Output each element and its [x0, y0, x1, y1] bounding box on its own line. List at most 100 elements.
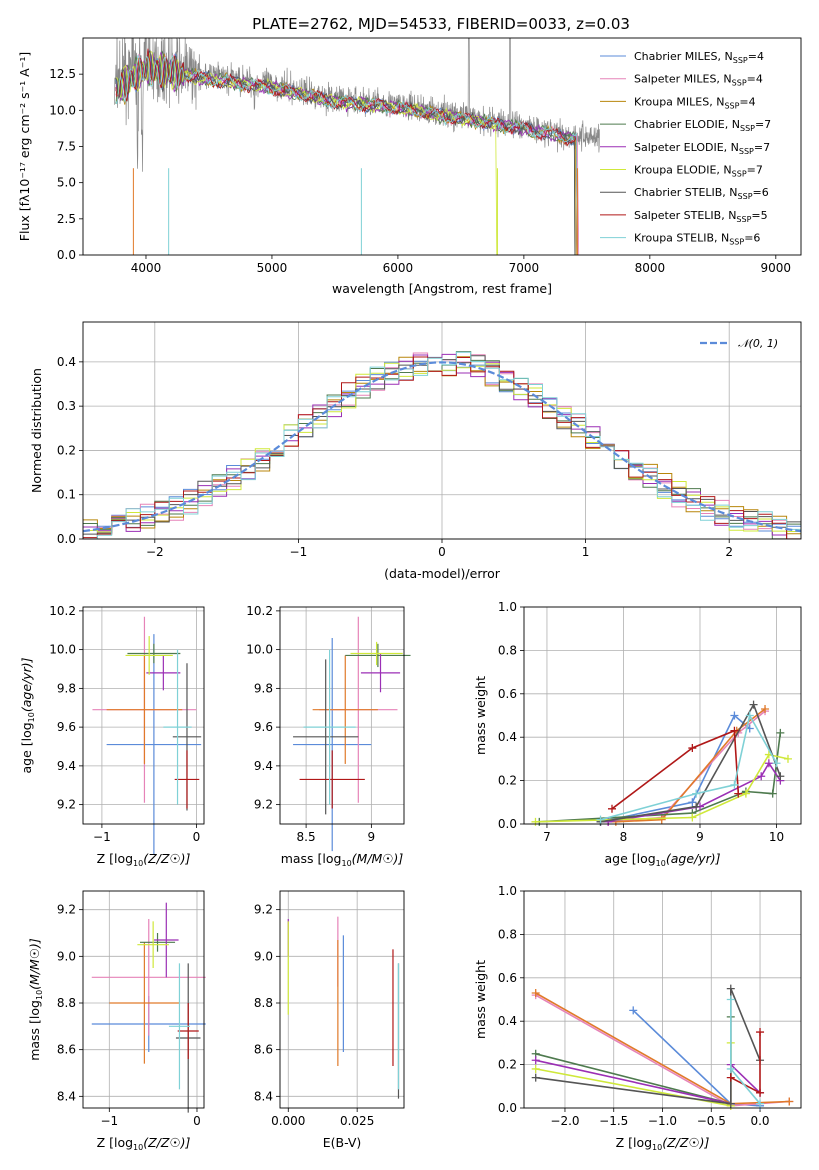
- x-label-sub: 10: [652, 1143, 662, 1152]
- model-spectrum: [115, 50, 498, 255]
- axes-frame: [279, 890, 405, 1109]
- figure-title: PLATE=2762, MJD=54533, FIBERID=0033, z=0…: [252, 15, 630, 33]
- series-marker: [772, 759, 781, 768]
- mass_vs_ebv-panel: 0.000 0.025 8.4 8.6 8.8 9.0 9.2 E(B-V): [254, 890, 405, 1150]
- x-label-sub: 10: [133, 1143, 143, 1152]
- x-label-sub: 10: [341, 859, 351, 868]
- y-axis-label: age [log10(age/yr)]: [19, 657, 36, 773]
- legend-n: =7: [755, 118, 771, 131]
- legend-n: =6: [744, 232, 760, 245]
- y-label-sub: 10: [27, 712, 36, 722]
- series-marker: [756, 1099, 765, 1108]
- x-tick-label: 8000: [635, 261, 666, 275]
- residuals-panel: −2 −1 0 1 2 0.0 0.1 0.2 0.3 0.4 𝒩(0, 1) (data-model…: [29, 321, 802, 581]
- axes-frame: [82, 37, 802, 256]
- x-label-rest: (Z/Z☉)]: [143, 851, 190, 866]
- y-axis-label: mass weight: [473, 960, 488, 1039]
- axes-frame: [279, 606, 405, 825]
- series-marker: [692, 802, 701, 811]
- legend-n: =5: [751, 209, 767, 222]
- legend-sub: SSP: [724, 101, 739, 110]
- legend-sub: SSP: [739, 147, 754, 156]
- legend-entry: Salpeter ELODIE, NSSP=7: [634, 141, 770, 156]
- residual-histogram: [83, 356, 801, 539]
- x-tick-label: 4000: [131, 261, 162, 275]
- x-tick-label: −0.5: [697, 1114, 726, 1128]
- age_vs_Z-panel: −1 0 9.2 9.4 9.6 9.8 10.0 10.2 Z [log10(Z/Z☉)] ag…: [19, 604, 205, 868]
- legend-entry: Chabrier STELIB, NSSP=6: [634, 186, 769, 201]
- legend-entry: Salpeter MILES, NSSP=4: [634, 73, 763, 88]
- y-tick-label: 9.6: [254, 720, 273, 734]
- mass_vs_Z-panel: −1 0 8.4 8.6 8.8 9.0 9.2 Z [log10(Z/Z☉)] mass [l…: [27, 890, 206, 1152]
- x-tick-label: −1: [290, 545, 308, 559]
- x-tick-label: 9: [696, 830, 704, 844]
- series-marker: [785, 1097, 794, 1106]
- x-tick-label: 0.0: [750, 1114, 769, 1128]
- y-tick-label: 9.8: [254, 681, 273, 695]
- x-axis-label: mass [log10(M/M☉)]: [281, 851, 404, 868]
- series-marker: [726, 1099, 735, 1108]
- series-line: [611, 729, 740, 810]
- y-tick-label: 0.2: [57, 443, 76, 457]
- y-tick-label: 10.0: [246, 643, 273, 657]
- y-tick-label: 8.6: [57, 1043, 76, 1057]
- series-marker: [776, 728, 785, 737]
- y-tick-label: 10.2: [49, 604, 76, 618]
- y-axis-label: mass weight: [473, 676, 488, 755]
- x-tick-label: −1: [93, 830, 111, 844]
- residual-histogram: [83, 351, 801, 539]
- legend-n: =4: [748, 50, 764, 63]
- legend-entry: Chabrier MILES, NSSP=4: [634, 50, 764, 65]
- y-tick-label: 12.5: [49, 67, 76, 81]
- axes-frame: [82, 321, 802, 540]
- x-label-rest: (age/yr)]: [666, 851, 721, 866]
- x-axis-label: age [log10(age/yr)]: [604, 851, 720, 868]
- series-marker: [730, 726, 739, 735]
- x-tick-label: 0.000: [271, 1114, 305, 1128]
- y-tick-label: 0.0: [57, 532, 76, 546]
- legend-n: =7: [754, 141, 770, 154]
- legend-sub: SSP: [733, 56, 748, 65]
- y-tick-label: 8.4: [254, 1089, 273, 1103]
- series-marker: [657, 815, 666, 824]
- x-tick-label: 7000: [509, 261, 540, 275]
- x-tick-label: 10: [769, 830, 784, 844]
- legend-sub: SSP: [738, 192, 753, 201]
- series-marker: [688, 813, 697, 822]
- series-line: [535, 988, 761, 1105]
- legend-sub: SSP: [729, 238, 744, 247]
- series-marker: [629, 1006, 638, 1015]
- y-axis-label: Flux [fλ10⁻¹⁷ erg cm⁻² s⁻¹ A⁻¹]: [17, 52, 32, 241]
- axes-frame: [82, 606, 205, 825]
- y-tick-label: 10.2: [246, 604, 273, 618]
- massweight_vs_age-panel: 7 8 9 10 0.0 0.2 0.4 0.6 0.8 1.0 age [log10(age/yr…: [473, 600, 802, 868]
- x-axis-label: (data-model)/error: [384, 566, 501, 581]
- model-spectrum: [115, 54, 578, 255]
- series-marker: [776, 772, 785, 781]
- series-marker: [726, 984, 735, 993]
- y-tick-label: 1.0: [498, 884, 517, 898]
- legend-n: =7: [747, 164, 763, 177]
- series-marker: [761, 704, 770, 713]
- legend-entry: Chabrier ELODIE, NSSP=7: [634, 118, 771, 133]
- x-tick-label: −1: [100, 1114, 118, 1128]
- series-marker: [531, 1064, 540, 1073]
- axes-frame: [523, 606, 802, 825]
- y-tick-label: 9.4: [254, 759, 273, 773]
- x-tick-label: 0: [193, 1114, 201, 1128]
- series-marker: [745, 711, 754, 720]
- x-tick-label: 0.025: [340, 1114, 374, 1128]
- series-marker: [531, 988, 540, 997]
- x-axis-label: E(B-V): [323, 1135, 362, 1150]
- y-tick-label: 0.0: [57, 248, 76, 262]
- x-label-sub: 10: [133, 859, 143, 868]
- legend-n: =4: [747, 73, 763, 86]
- y-axis-label: Normed distribution: [29, 368, 44, 493]
- series-marker: [757, 772, 766, 781]
- x-tick-label: 1: [582, 545, 590, 559]
- x-tick-label: 6000: [383, 261, 414, 275]
- x-tick-label: 0: [438, 545, 446, 559]
- y-tick-label: 0.0: [498, 1101, 517, 1115]
- y-tick-label: 8.6: [254, 1043, 273, 1057]
